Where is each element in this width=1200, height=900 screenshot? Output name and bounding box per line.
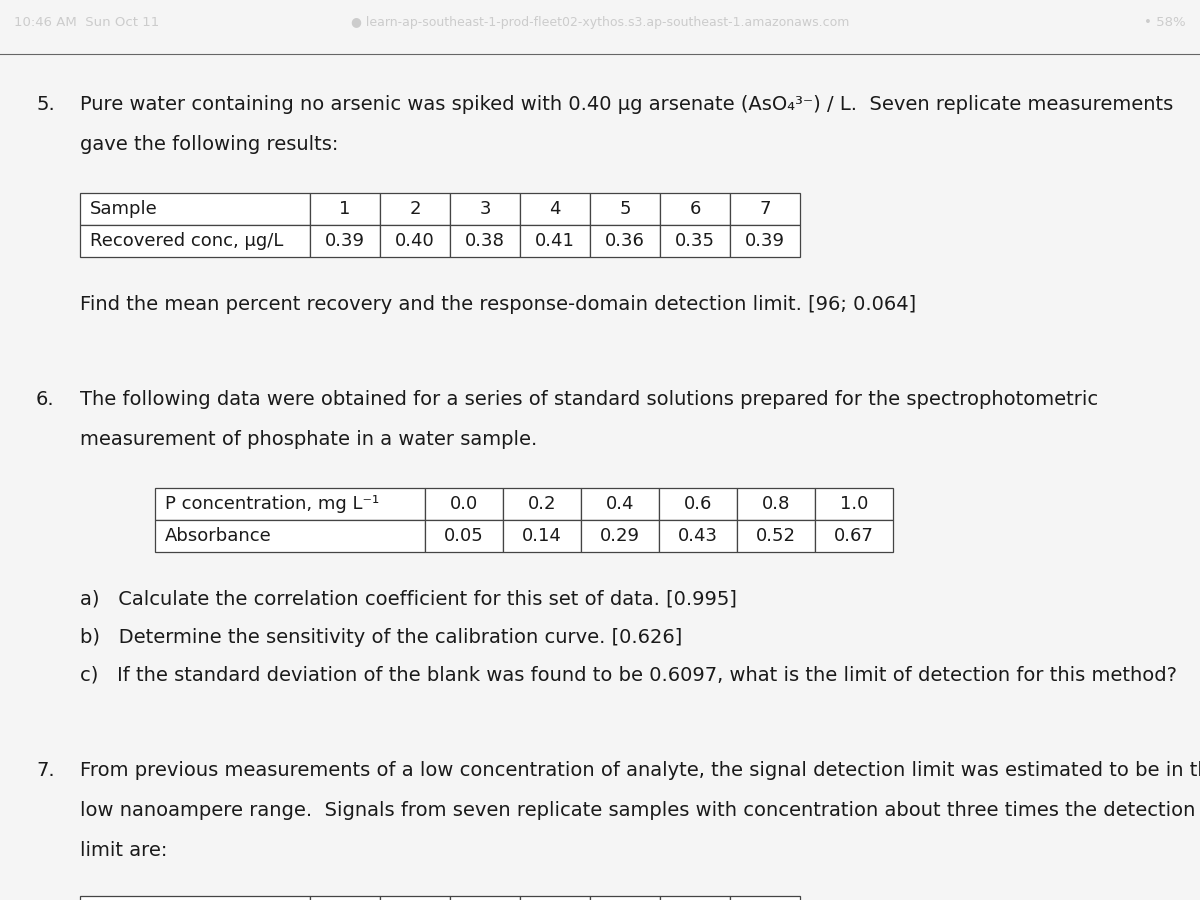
Text: The following data were obtained for a series of standard solutions prepared for: The following data were obtained for a s… (80, 390, 1098, 409)
Bar (310, 193, 380, 225)
Text: 3: 3 (479, 200, 491, 218)
Text: 7: 7 (760, 200, 770, 218)
Bar (425, 520, 503, 552)
Bar (730, 896, 800, 900)
Text: 0.38: 0.38 (466, 232, 505, 250)
Text: • 58%: • 58% (1144, 15, 1186, 29)
Text: 0.36: 0.36 (605, 232, 644, 250)
Bar (659, 520, 737, 552)
Text: b)   Determine the sensitivity of the calibration curve. [0.626]: b) Determine the sensitivity of the cali… (80, 628, 683, 647)
Text: low nanoampere range.  Signals from seven replicate samples with concentration a: low nanoampere range. Signals from seven… (80, 801, 1195, 820)
Bar (155, 488, 425, 520)
Text: 0.39: 0.39 (325, 232, 365, 250)
Text: 0.35: 0.35 (674, 232, 715, 250)
Text: c)   If the standard deviation of the blank was found to be 0.6097, what is the : c) If the standard deviation of the blan… (80, 666, 1177, 685)
Bar (450, 225, 520, 256)
Text: 0.8: 0.8 (762, 495, 790, 513)
Text: 5.: 5. (36, 94, 55, 113)
Text: 0.40: 0.40 (395, 232, 434, 250)
Bar (590, 193, 660, 225)
Bar (730, 193, 800, 225)
Bar (503, 520, 581, 552)
Text: 10:46 AM  Sun Oct 11: 10:46 AM Sun Oct 11 (14, 15, 160, 29)
Text: Find the mean percent recovery and the response-domain detection limit. [96; 0.0: Find the mean percent recovery and the r… (80, 295, 916, 314)
Bar (520, 225, 590, 256)
Text: 4: 4 (550, 200, 560, 218)
Text: 0.6: 0.6 (684, 495, 712, 513)
Text: 0.2: 0.2 (528, 495, 557, 513)
Bar (310, 896, 380, 900)
Bar (737, 520, 815, 552)
Bar (590, 896, 660, 900)
Text: measurement of phosphate in a water sample.: measurement of phosphate in a water samp… (80, 430, 538, 449)
Bar (581, 488, 659, 520)
Text: 0.4: 0.4 (606, 495, 635, 513)
Bar (80, 225, 310, 256)
Bar (380, 896, 450, 900)
Text: 0.05: 0.05 (444, 526, 484, 544)
Text: 1.0: 1.0 (840, 495, 868, 513)
Text: 6.: 6. (36, 390, 55, 409)
Bar (581, 520, 659, 552)
Bar (660, 193, 730, 225)
Text: 0.43: 0.43 (678, 526, 718, 544)
Bar (450, 896, 520, 900)
Bar (80, 193, 310, 225)
Text: 0.29: 0.29 (600, 526, 640, 544)
Text: gave the following results:: gave the following results: (80, 135, 338, 154)
Text: 7.: 7. (36, 761, 55, 780)
Text: 0.41: 0.41 (535, 232, 575, 250)
Text: 0.67: 0.67 (834, 526, 874, 544)
Bar (450, 193, 520, 225)
Bar (659, 488, 737, 520)
Bar (503, 488, 581, 520)
Text: 6: 6 (689, 200, 701, 218)
Text: Sample: Sample (90, 200, 157, 218)
Text: Absorbance: Absorbance (166, 526, 271, 544)
Text: limit are:: limit are: (80, 841, 167, 860)
Bar (80, 896, 310, 900)
Bar (520, 896, 590, 900)
Text: From previous measurements of a low concentration of analyte, the signal detecti: From previous measurements of a low conc… (80, 761, 1200, 780)
Bar (520, 193, 590, 225)
Bar (730, 225, 800, 256)
Text: 0.39: 0.39 (745, 232, 785, 250)
Text: 5: 5 (619, 200, 631, 218)
Text: 1: 1 (340, 200, 350, 218)
Bar (815, 520, 893, 552)
Bar (815, 488, 893, 520)
Text: a)   Calculate the correlation coefficient for this set of data. [0.995]: a) Calculate the correlation coefficient… (80, 590, 737, 609)
Text: Pure water containing no arsenic was spiked with 0.40 μg arsenate (AsO₄³⁻) / L. : Pure water containing no arsenic was spi… (80, 94, 1174, 113)
Bar (380, 193, 450, 225)
Text: Recovered conc, μg/L: Recovered conc, μg/L (90, 232, 283, 250)
Text: 2: 2 (409, 200, 421, 218)
Bar (660, 225, 730, 256)
Bar (155, 520, 425, 552)
Bar (310, 225, 380, 256)
Text: 0.52: 0.52 (756, 526, 796, 544)
Bar (737, 488, 815, 520)
Text: P concentration, mg L⁻¹: P concentration, mg L⁻¹ (166, 495, 379, 513)
Text: 0.14: 0.14 (522, 526, 562, 544)
Bar (660, 896, 730, 900)
Bar (425, 488, 503, 520)
Text: ● learn-ap-southeast-1-prod-fleet02-xythos.s3.ap-southeast-1.amazonaws.com: ● learn-ap-southeast-1-prod-fleet02-xyth… (350, 15, 850, 29)
Bar (380, 225, 450, 256)
Text: 0.0: 0.0 (450, 495, 478, 513)
Bar (590, 225, 660, 256)
